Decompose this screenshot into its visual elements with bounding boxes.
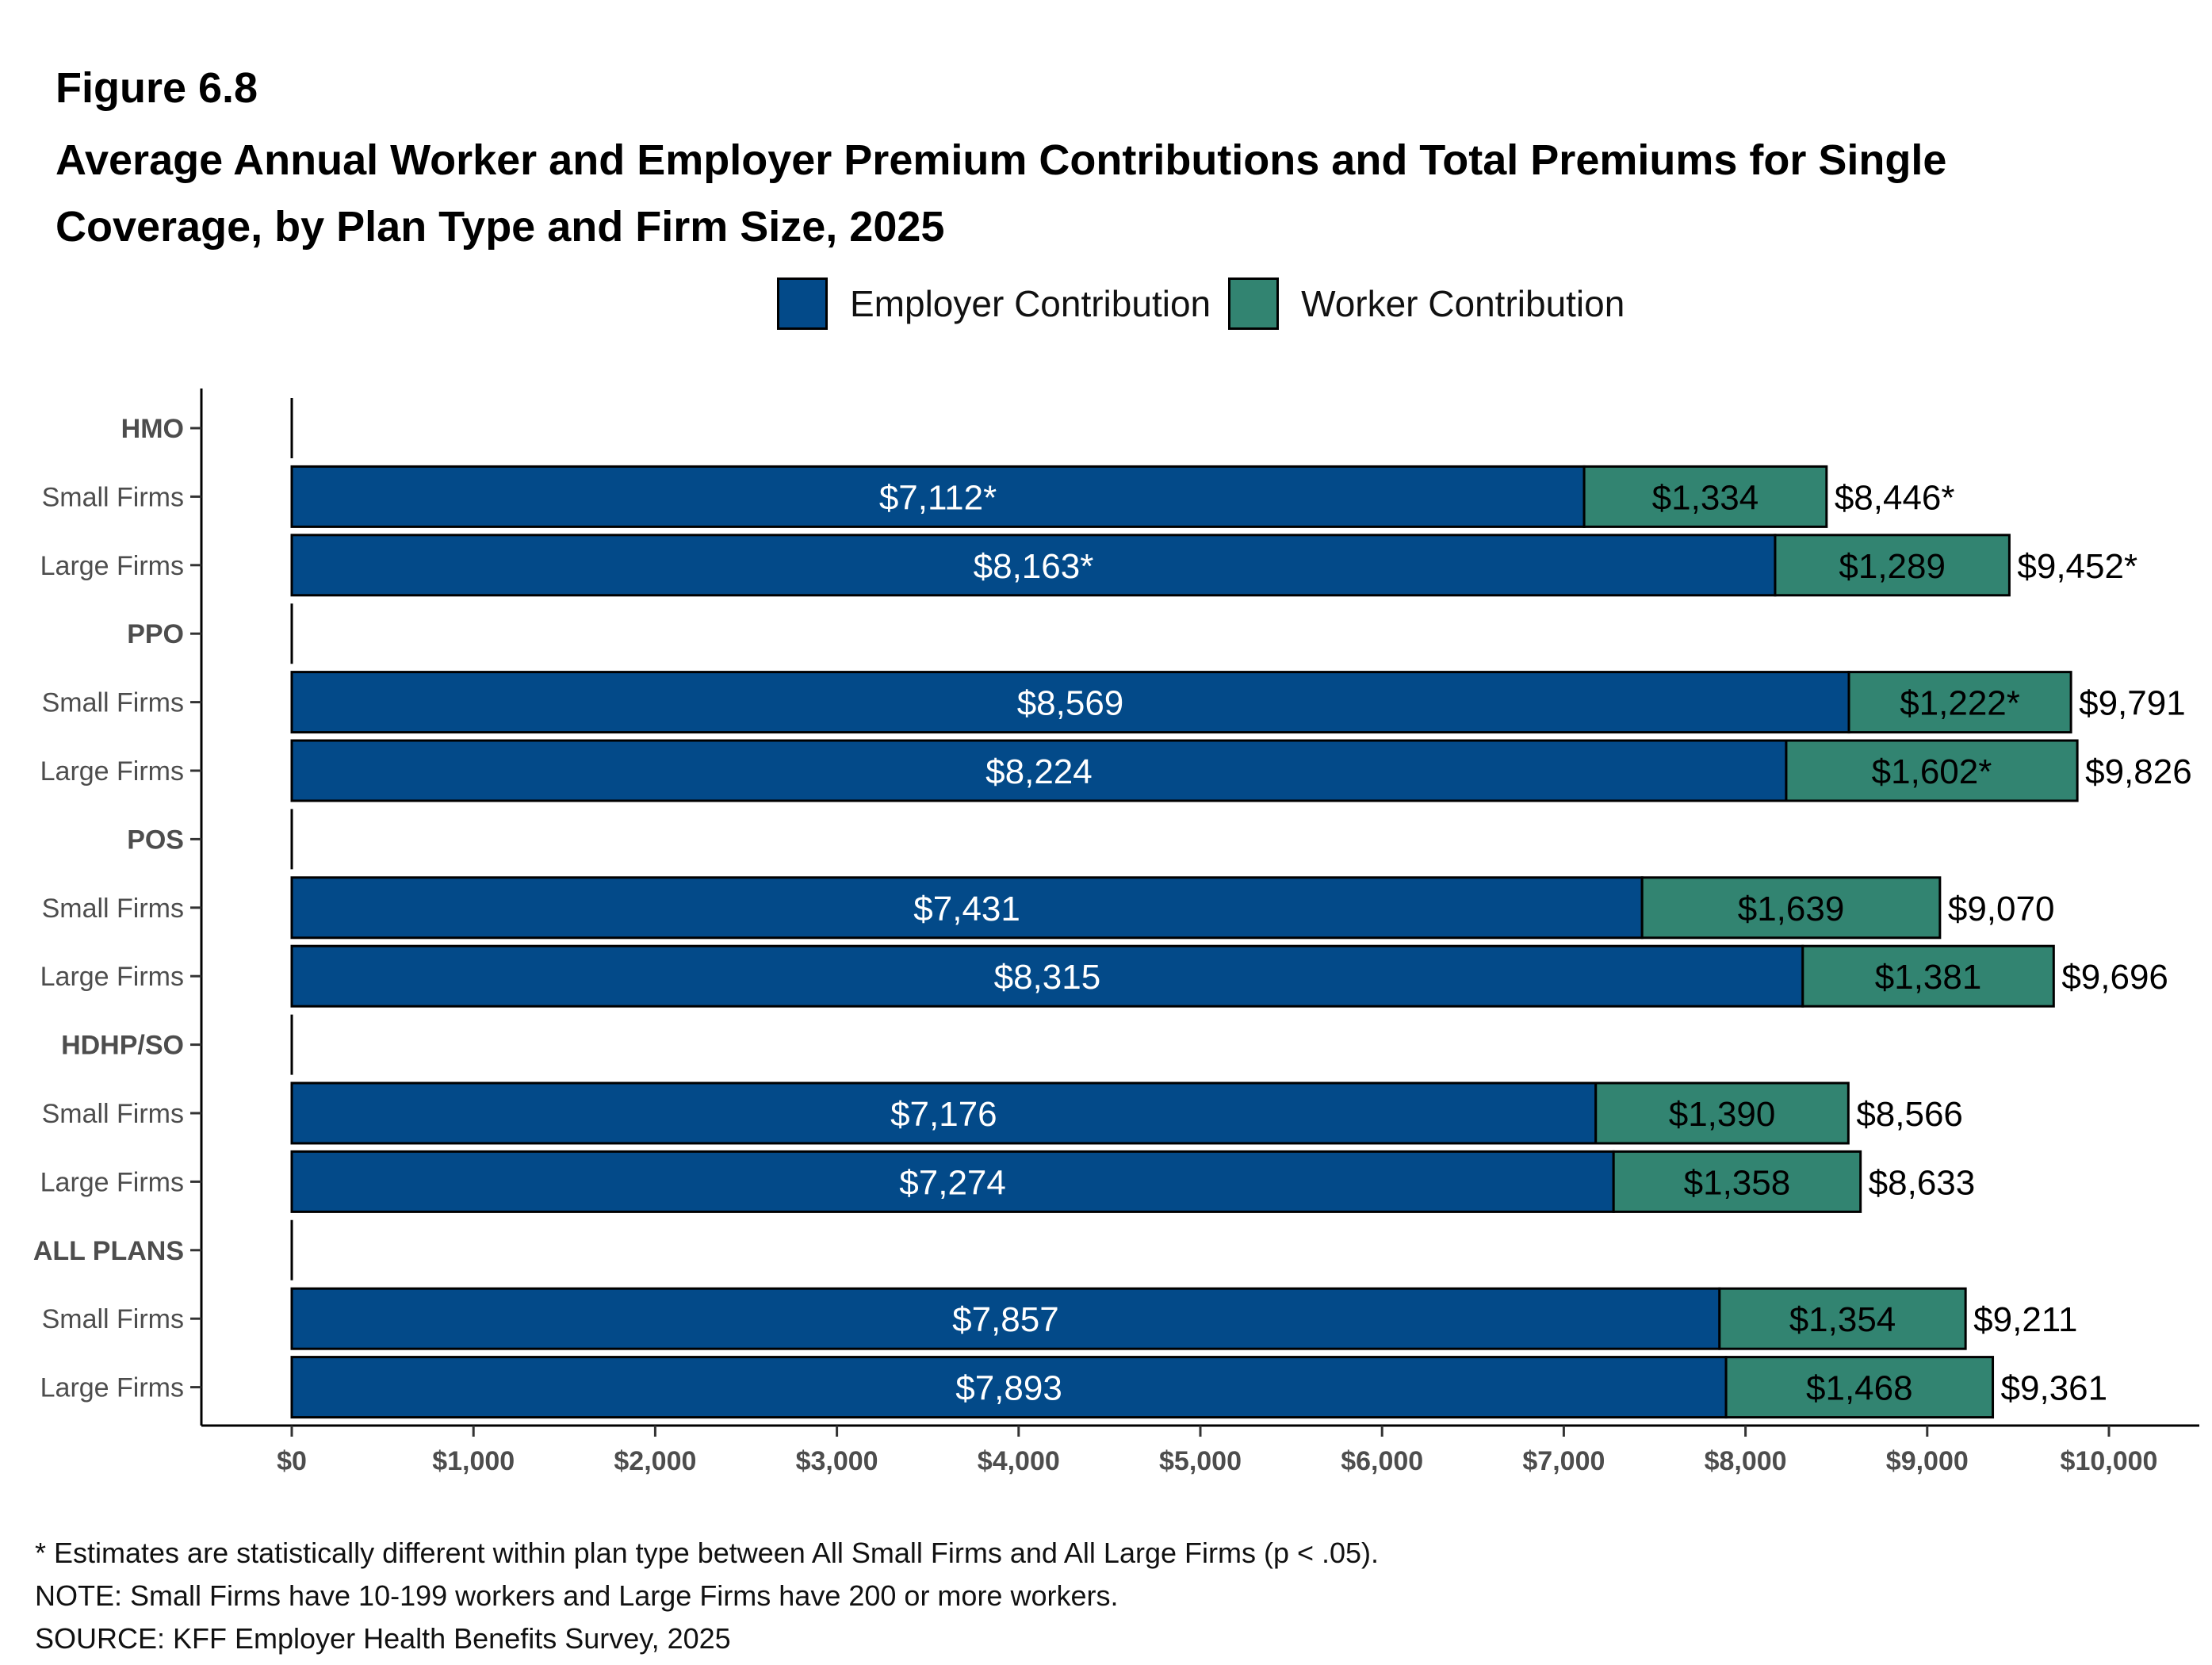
y-category-label: Large Firms [40, 551, 184, 581]
x-tick-label: $6,000 [1341, 1446, 1423, 1476]
worker-bar [1612, 1150, 1862, 1213]
x-tick-label: $1,000 [432, 1446, 515, 1476]
employer-value-label: $8,224 [985, 752, 1093, 791]
total-value-label: $9,361 [2001, 1369, 2108, 1408]
employer-bar [290, 1081, 1598, 1145]
total-value-label: $9,452* [2017, 547, 2137, 586]
total-value-label: $9,070 [1948, 890, 2055, 928]
employer-value-label: $7,857 [952, 1300, 1059, 1339]
x-tick-label: $10,000 [2061, 1446, 2158, 1476]
worker-bar [1774, 534, 2011, 597]
worker-value-label: $1,289 [1839, 547, 1946, 586]
worker-bar [1847, 671, 2072, 734]
employer-value-label: $8,315 [994, 958, 1101, 997]
x-tick-label: $5,000 [1159, 1446, 1242, 1476]
x-tick-label: $7,000 [1522, 1446, 1605, 1476]
x-tick-label: $2,000 [614, 1446, 696, 1476]
chart-title: Average Annual Worker and Employer Premi… [55, 136, 1947, 251]
footnote-note: NOTE: Small Firms have 10-199 workers an… [35, 1579, 1119, 1612]
y-group-label: HDHP/SO [61, 1031, 184, 1061]
y-group-label: POS [127, 825, 184, 855]
worker-bar [1785, 739, 2079, 802]
total-value-label: $9,696 [2061, 958, 2168, 997]
y-category-label: Large Firms [40, 756, 184, 787]
legend-item-employer: Employer Contribution [777, 278, 1211, 330]
worker-bar [1582, 465, 1828, 528]
y-category-label: Small Firms [42, 894, 184, 924]
worker-value-label: $1,222* [1900, 684, 2020, 723]
bar-chart: $0 $1,000 $2,000 $3,000 $4,000 $5,000 $6,000 $7… [33, 388, 2199, 1476]
worker-bar [1640, 876, 1942, 940]
worker-value-label: $1,358 [1684, 1163, 1791, 1202]
y-category-label: Small Firms [42, 1304, 184, 1334]
y-group-label: HMO [121, 414, 184, 444]
employer-value-label: $7,893 [955, 1369, 1062, 1408]
x-tick-label: $4,000 [978, 1446, 1060, 1476]
y-category-label: Small Firms [42, 482, 184, 512]
worker-value-label: $1,381 [1875, 958, 1982, 997]
employer-value-label: $8,569 [1017, 684, 1124, 723]
y-group-label: PPO [127, 619, 184, 649]
employer-bar [290, 1150, 1615, 1213]
total-value-label: $9,826 [2085, 752, 2192, 791]
worker-value-label: $1,390 [1669, 1095, 1776, 1134]
legend: Employer Contribution Worker Contributio… [777, 274, 1642, 333]
worker-bar [1594, 1081, 1850, 1145]
employer-bar [290, 1356, 1728, 1419]
employer-bar [290, 534, 1777, 597]
y-category-label: Large Firms [40, 962, 184, 992]
worker-value-label: $1,334 [1652, 478, 1759, 517]
worker-value-label: $1,602* [1872, 752, 1992, 791]
legend-swatch-employer [777, 278, 828, 330]
legend-label-worker: Worker Contribution [1301, 283, 1625, 324]
worker-bar [1801, 944, 2055, 1008]
y-category-label: Small Firms [42, 688, 184, 718]
employer-bar [290, 465, 1586, 528]
x-tick-label: $0 [277, 1446, 307, 1476]
worker-bar [1724, 1356, 1995, 1419]
x-tick-label: $9,000 [1886, 1446, 1969, 1476]
y-category-label: Large Firms [40, 1373, 184, 1403]
total-value-label: $8,633 [1869, 1163, 1976, 1202]
footnote-source: SOURCE: KFF Employer Health Benefits Sur… [35, 1622, 731, 1655]
employer-value-label: $8,163* [974, 547, 1094, 586]
employer-value-label: $7,176 [890, 1095, 997, 1134]
total-value-label: $8,446* [1835, 478, 1955, 517]
y-category-label: Small Firms [42, 1099, 184, 1129]
legend-label-employer: Employer Contribution [850, 283, 1211, 324]
employer-bar [290, 671, 1850, 734]
employer-value-label: $7,112* [879, 478, 997, 517]
y-group-label: ALL PLANS [33, 1236, 184, 1266]
worker-bar [1718, 1287, 1967, 1350]
employer-bar [290, 739, 1788, 802]
worker-value-label: $1,354 [1789, 1300, 1896, 1339]
total-value-label: $9,791 [2079, 684, 2186, 723]
worker-value-label: $1,468 [1806, 1369, 1913, 1408]
legend-item-worker: Worker Contribution [1228, 278, 1625, 330]
total-value-label: $8,566 [1856, 1095, 1963, 1134]
employer-value-label: $7,431 [913, 890, 1020, 928]
x-tick-label: $3,000 [796, 1446, 878, 1476]
x-tick-label: $8,000 [1705, 1446, 1787, 1476]
figure-label: Figure 6.8 [55, 64, 258, 112]
y-category-label: Large Firms [40, 1167, 184, 1197]
employer-bar [290, 1287, 1721, 1350]
total-value-label: $9,211 [1973, 1300, 2077, 1339]
employer-value-label: $7,274 [899, 1163, 1006, 1202]
employer-bar [290, 876, 1644, 940]
worker-value-label: $1,639 [1738, 890, 1845, 928]
footnote-significance: * Estimates are statistically different … [35, 1537, 1380, 1569]
legend-swatch-worker [1228, 278, 1280, 330]
